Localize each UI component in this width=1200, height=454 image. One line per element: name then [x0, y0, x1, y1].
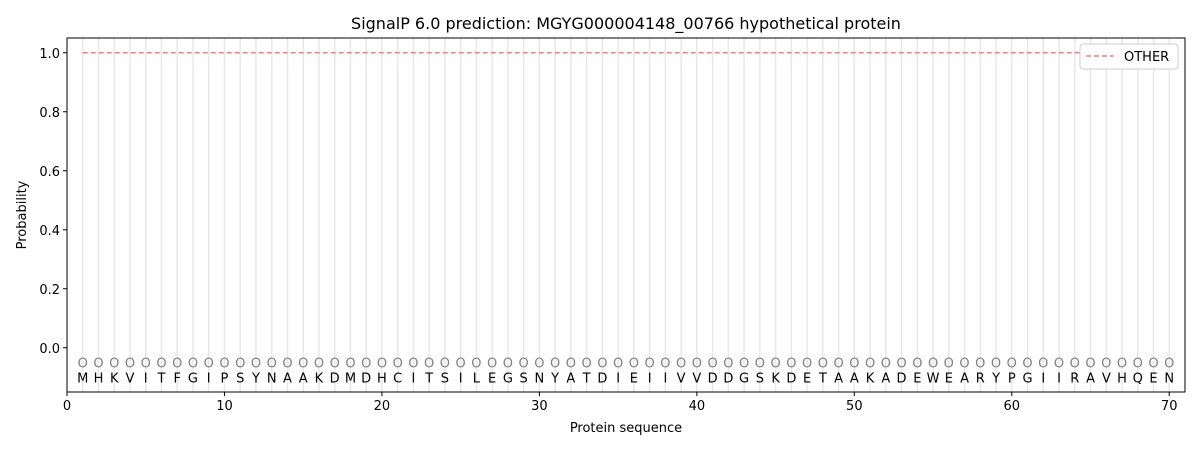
x-tick-label: 20	[374, 399, 391, 414]
y-tick-label: 0.2	[39, 283, 60, 298]
x-tick-label: 30	[531, 399, 548, 414]
chart-title: SignalP 6.0 prediction: MGYG000004148_00…	[351, 14, 901, 34]
y-tick-label: 0.4	[39, 224, 60, 239]
x-tick-label: 40	[689, 399, 706, 414]
x-tick-label: 70	[1161, 399, 1178, 414]
sequence-labels: MHKVITFGIPSYNAAKDMDHCITSILEGSNYATDIEIIVV…	[77, 371, 1174, 386]
x-tick-label: 50	[846, 399, 863, 414]
y-axis: 0.0 0.2 0.4 0.6 0.8 1.0	[39, 47, 67, 357]
y-tick-label: 1.0	[39, 47, 60, 62]
y-tick-label: 0.0	[39, 342, 60, 357]
legend-label-other: OTHER	[1124, 50, 1169, 65]
x-tick-label: 0	[63, 399, 71, 414]
legend: OTHER	[1079, 43, 1179, 70]
legend-box	[1079, 43, 1179, 70]
chart-marks: OOOOOOOOOOOOOOOOOOOOOOOOOOOOOOOOOOOOOOOO…	[77, 52, 1175, 386]
x-axis-label: Protein sequence	[570, 421, 682, 436]
region-labels: OOOOOOOOOOOOOOOOOOOOOOOOOOOOOOOOOOOOOOOO…	[78, 357, 1175, 372]
y-axis-label: Probability	[15, 180, 30, 249]
grid-lines	[81, 38, 1171, 392]
x-axis: 0 10 20 30 40 50 60 70	[63, 392, 1178, 414]
x-tick-label: 10	[216, 399, 233, 414]
plot-frame	[66, 37, 1186, 393]
y-tick-label: 0.6	[39, 165, 60, 180]
y-tick-label: 0.8	[39, 106, 60, 121]
x-tick-label: 60	[1004, 399, 1021, 414]
